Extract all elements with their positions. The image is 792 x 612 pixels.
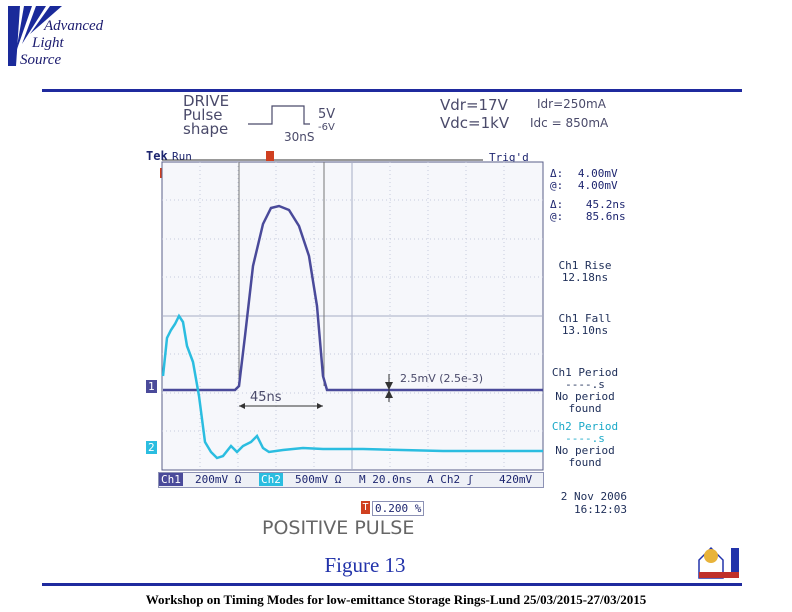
ch1-fall-label: Ch1 Fall (558, 312, 612, 325)
traces (161, 204, 543, 460)
delta-t-label: Δ: (550, 198, 564, 211)
delta-t-value: 45.2ns (585, 198, 626, 211)
trigger-position-marker: T (361, 501, 370, 514)
footer-rule (42, 583, 742, 586)
status-ch2: Ch2 (259, 473, 283, 486)
status-ch1-scale: 200mV Ω (195, 473, 242, 486)
ch1-period-status2: found (568, 402, 602, 415)
als-logo: Advanced Light Source (6, 4, 126, 70)
ch1-marker: 1 (146, 380, 157, 393)
note-drive-pulse: DRIVE Pulse shape (183, 92, 230, 138)
waveform-graticule (160, 151, 544, 471)
note-vdr: Vdr=17V (440, 96, 508, 114)
scope-timestamp: 2 Nov 2006 16:12:03 (551, 490, 627, 516)
figure-caption: Figure 13 (324, 553, 406, 577)
logo-text-light: Light (32, 35, 64, 51)
ch2-period-value: ----.s (565, 432, 605, 445)
ch1-period-label: Ch1 Period (551, 366, 619, 379)
at-v-label: @: (550, 179, 564, 192)
cursor-time-readout: Δ: 45.2ns @: 85.6ns (550, 199, 626, 223)
cursor-voltage-readout: Δ: 4.00mV @: 4.00mV (550, 168, 618, 192)
note-drive-line3: shape (183, 120, 229, 138)
ch2-marker: 2 (146, 441, 157, 454)
status-trigger-level: 420mV (499, 473, 533, 486)
ch2-trace (161, 313, 543, 460)
ch2-period-label: Ch2 Period (551, 420, 619, 433)
at-v-value: 4.00mV (577, 179, 618, 192)
ch1-fall-value: 13.10ns (561, 324, 609, 337)
note-idc: Idc = 850mA (530, 116, 609, 130)
ch1-fall-measurement: Ch1 Fall 13.10ns (545, 313, 625, 337)
at-t-label: @: (550, 210, 564, 223)
note-drive-line1: DRIVE (183, 92, 230, 110)
status-ch1: Ch1 (159, 473, 183, 486)
pulse-shape-sketch (248, 105, 310, 125)
lund-castle-icon (698, 546, 739, 579)
delta-v-label: Δ: (550, 167, 564, 180)
ch1-period-value: ----.s (565, 378, 605, 391)
ch2-period-status2: found (568, 456, 602, 469)
scope-trig-status: Trig'd (489, 151, 529, 164)
ch2-period-measurement: Ch2 Period ----.s No period found (545, 421, 625, 469)
ch1-rise-value: 12.18ns (561, 271, 609, 284)
oscilloscope-screen: Tek Run Trig'd 1 2 45ns 2.5mV (2.5e-3 (143, 146, 548, 546)
logo-text-advanced: Advanced (44, 18, 104, 34)
status-timebase: M 20.0ns (359, 473, 412, 486)
ch1-trace (163, 204, 543, 392)
at-t-value: 85.6ns (585, 210, 626, 223)
note-drive-line2: Pulse (183, 106, 223, 124)
scope-date: 2 Nov 2006 (560, 490, 627, 503)
als-logo-mark (8, 6, 62, 66)
note-vdc: Vdc=1kV (440, 114, 510, 132)
ch1-rise-measurement: Ch1 Rise 12.18ns (545, 260, 625, 284)
status-ch2-scale: 500mV Ω (295, 473, 342, 486)
note-2-5mv: 2.5mV (2.5e-3) (400, 372, 484, 385)
logo-text-source: Source (20, 52, 62, 68)
footer-text: Workshop on Timing Modes for low-emittan… (145, 592, 647, 607)
trigger-position: 0.200 % (372, 501, 424, 516)
scope-status-bar: Ch1 200mV Ω Ch2 500mV Ω M 20.0ns A Ch2 ʃ… (158, 472, 544, 488)
note-neg6v: -6V (318, 122, 335, 133)
ch1-rise-label: Ch1 Rise (558, 259, 612, 272)
header-rule (42, 89, 742, 92)
note-positive-pulse: POSITIVE PULSE (262, 517, 415, 539)
note-5v: 5V (318, 107, 336, 122)
ch1-period-measurement: Ch1 Period ----.s No period found (545, 367, 625, 415)
ch2-period-status1: No period (555, 444, 615, 457)
scope-time: 16:12:03 (574, 503, 627, 516)
ch1-period-status1: No period (555, 390, 615, 403)
status-trigger-source: A Ch2 ʃ (427, 473, 474, 486)
note-30ns: 30nS (284, 130, 315, 144)
note-idr: Idr=250mA (537, 97, 606, 111)
note-45ns: 45ns (250, 390, 282, 405)
delta-v-value: 4.00mV (577, 167, 618, 180)
